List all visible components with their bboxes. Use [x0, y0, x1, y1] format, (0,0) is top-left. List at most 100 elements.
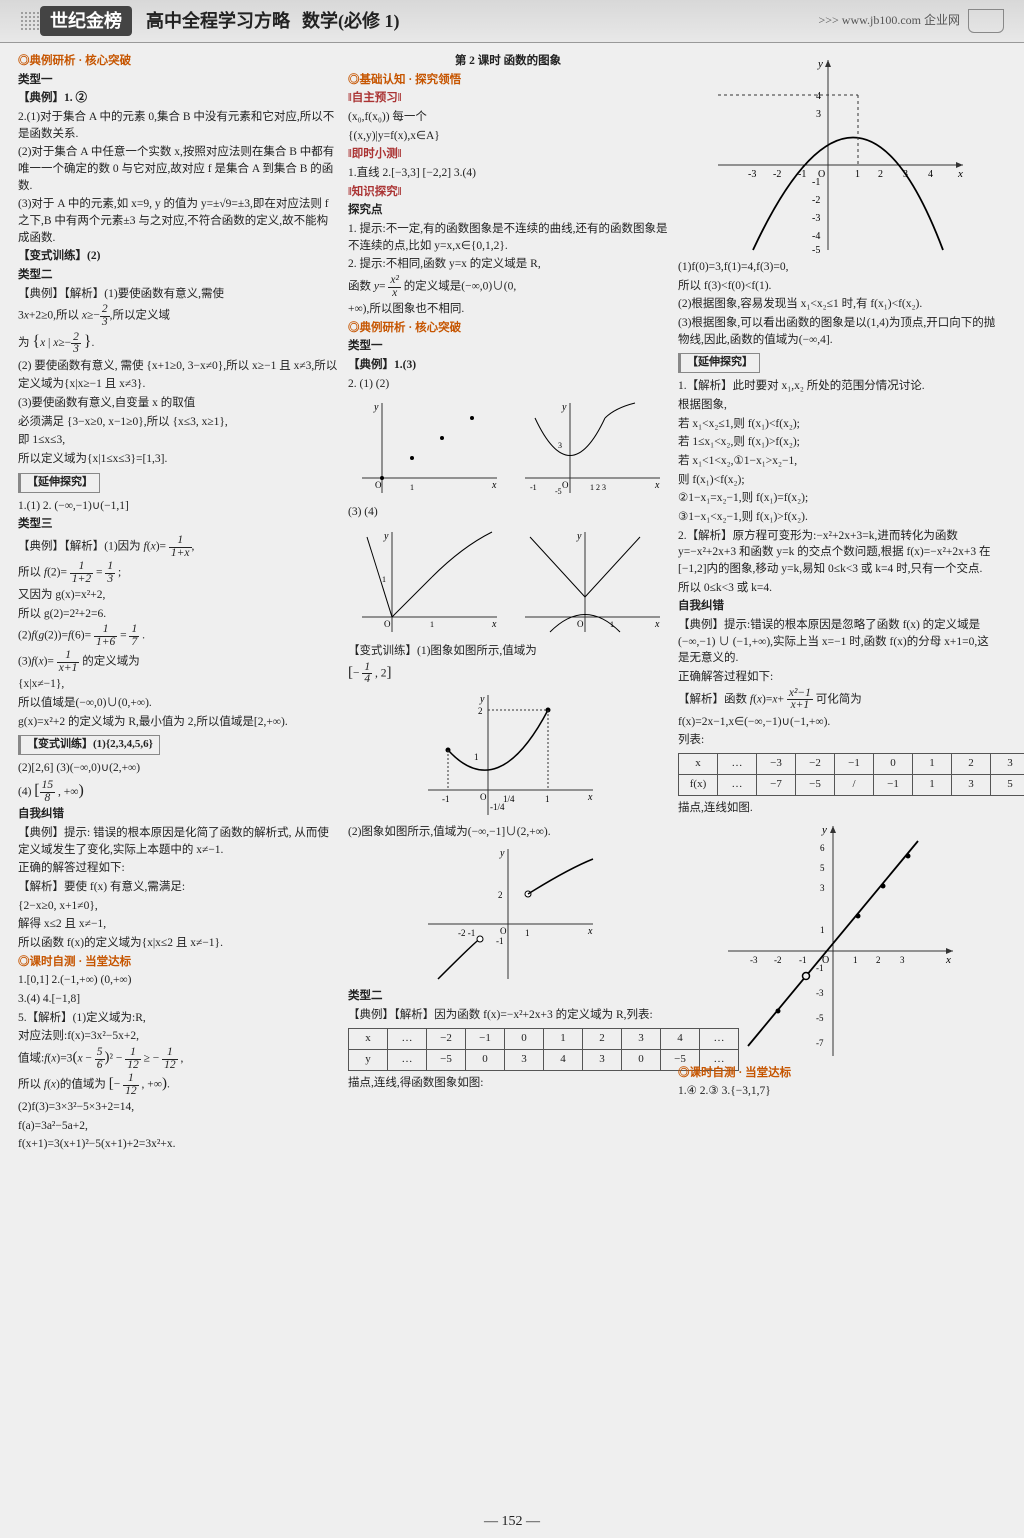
svg-text:y: y [817, 58, 823, 70]
svg-text:y: y [561, 402, 567, 413]
svg-text:-7: -7 [816, 1038, 824, 1048]
svg-text:-1: -1 [816, 963, 824, 973]
self-correct-label: 自我纠错 [18, 806, 338, 823]
body-text: 所以 f(x)的值域为 [− 112 , +∞). [18, 1073, 338, 1097]
svg-text:x: x [654, 480, 660, 491]
svg-text:-2: -2 [774, 955, 782, 965]
column-1: ◎典例研析 · 核心突破 类型一 【典例】1. ② 2.(1)对于集合 A 中的… [18, 51, 338, 1155]
svg-text:y: y [383, 531, 389, 542]
svg-text:O: O [577, 619, 584, 629]
svg-text:O: O [562, 480, 569, 490]
svg-text:3: 3 [903, 169, 908, 180]
data-table: x…−3−2−10123…f(x)…−7−5/−1135… [678, 753, 1024, 796]
answer-text: 1.[0,1] 2.(−1,+∞) (0,+∞) [18, 972, 338, 989]
svg-text:-4: -4 [812, 231, 820, 242]
variant-label: 【变式训练】(2) [18, 248, 338, 265]
svg-text:1: 1 [610, 620, 614, 629]
svg-text:O: O [500, 926, 507, 936]
body-text: 函数 y= x²x 的定义域是(−∞,0)∪(0, [348, 275, 668, 299]
body-text: (1)f(0)=3,f(1)=4,f(3)=0, [678, 259, 998, 276]
doc-title: 高中全程学习方略 [146, 8, 290, 34]
body-text: (3)根据图象,可以看出函数的图象是以(1,4)为顶点,开口向下的抛物线,因此,… [678, 315, 998, 348]
svg-text:y: y [499, 848, 505, 859]
body-text: (x₀,f(x₀)) 每一个 [348, 109, 668, 126]
svg-text:-1: -1 [799, 955, 807, 965]
svg-text:y: y [373, 402, 379, 413]
body-text: 【变式训练】(1)图象如图所示,值域为 [348, 643, 668, 660]
variant-label: 【变式训练】(1){2,3,4,5,6} [18, 735, 160, 755]
body-text: 5.【解析】(1)定义域为:R, [18, 1010, 338, 1027]
example-label: 【典例】1.(3) [348, 357, 668, 374]
body-text: 即 1≤x≤3, [18, 432, 338, 449]
svg-text:x: x [491, 619, 497, 630]
body-text: 所以 f(2)= 11+2 = 13 ; [18, 561, 338, 585]
svg-text:3: 3 [558, 441, 562, 450]
svg-text:x: x [587, 926, 593, 937]
svg-text:x: x [945, 954, 951, 966]
body-text: (2)图象如图所示,值域为(−∞,−1]∪(2,+∞). [348, 824, 668, 841]
body-text: (3)要使函数有意义,自变量 x 的取值 [18, 395, 338, 412]
body-text: 值域:f(x)=3(x − 56)² − 112 ≥ − 112 , [18, 1047, 338, 1071]
sub-heading: ‖自主预习‖ [348, 90, 668, 107]
svg-text:-5: -5 [816, 1013, 824, 1023]
svg-text:4: 4 [816, 91, 821, 102]
body-text: 【典例】【解析】(1)要使函数有意义,需使 [18, 286, 338, 303]
section-heading: ◎课时自测 · 当堂达标 [18, 954, 338, 971]
body-text: 1. 提示:不一定,有的函数图象是不连续的曲线,还有的函数图象是不连续的点,比如… [348, 221, 668, 254]
page: 世纪金榜 高中全程学习方略 数学(必修 1) >>> www.jb100.com… [0, 0, 1024, 1538]
body-text: (2)根据图象,容易发现当 x₁<x₂≤1 时,有 f(x₁)<f(x₂). [678, 296, 998, 313]
body-text: 若 x₁<1<x₂,①1−x₁>x₂−1, [678, 453, 998, 470]
header-url: >>> www.jb100.com 企业网 [818, 12, 960, 29]
svg-text:2: 2 [876, 955, 881, 965]
body-text: 定义域为{x|x≥−1 且 x≠3}. [18, 376, 338, 393]
svg-text:-2: -2 [773, 169, 781, 180]
body-text: 2. (1) (2) [348, 376, 668, 393]
body-text: 【典例】提示: 错误的根本原因是化简了函数的解析式, 从而使定义域发生了变化,实… [18, 825, 338, 858]
mini-graph-1: xyO1 [352, 398, 502, 498]
body-text: 若 x₁<x₂≤1,则 f(x₁)<f(x₂); [678, 416, 998, 433]
svg-text:-2 -1: -2 -1 [458, 928, 475, 938]
line-graph: xy O 123 -1-2-3 1356 -1-3-5-7 [718, 821, 958, 1061]
body-text: g(x)=x²+2 的定义域为 R,最小值为 2,所以值域是[2,+∞). [18, 714, 338, 731]
example-label: 【典例】1. ② [18, 90, 338, 107]
page-number: — 152 — [0, 1512, 1024, 1532]
svg-text:1: 1 [853, 955, 858, 965]
svg-text:O: O [480, 792, 487, 802]
svg-text:1/4: 1/4 [503, 794, 515, 804]
type-label: 类型二 [18, 267, 338, 284]
mini-graph-4: xyO1 [515, 527, 665, 637]
body-text: 正确解答过程如下: [678, 669, 998, 686]
body-text: 必须满足 {3−x≥0, x−1≥0},所以 {x≤3, x≥1}, [18, 414, 338, 431]
body-text: 2. 提示:不相同,函数 y=x 的定义域是 R, [348, 256, 668, 273]
body-text: 【解析】要使 f(x) 有意义,需满足: [18, 879, 338, 896]
svg-text:-3: -3 [816, 988, 824, 998]
svg-text:O: O [384, 619, 391, 629]
answer-text: 3.(4) 4.[−1,8] [18, 991, 338, 1008]
svg-text:x: x [957, 168, 963, 180]
body-text: (2)f(g(2))=f(6)= 11+6 = 17 . [18, 624, 338, 648]
label: 探究点 [348, 202, 668, 219]
columns: ◎典例研析 · 核心突破 类型一 【典例】1. ② 2.(1)对于集合 A 中的… [0, 43, 1024, 1155]
section-heading: ◎典例研析 · 核心突破 [18, 53, 338, 70]
parabola-graph: xy O 43 1234 -1-2-3 -1-2-3-4-5 [708, 55, 968, 255]
svg-text:-1: -1 [442, 794, 450, 804]
svg-text:1: 1 [410, 483, 414, 492]
svg-text:-3: -3 [750, 955, 758, 965]
body-text: {(x,y)|y=f(x),x∈A} [348, 128, 668, 145]
body-text: 2.【解析】原方程可变形为:−x²+2x+3=k,进而转化为函数 y=−x²+2… [678, 528, 998, 578]
dots-decoration [20, 11, 40, 31]
column-2: 第 2 课时 函数的图象 ◎基础认知 · 探究领悟 ‖自主预习‖ (x₀,f(x… [348, 51, 668, 1155]
svg-text:-2: -2 [812, 195, 820, 206]
mini-graph-3: xyO11 [352, 527, 502, 637]
svg-text:O: O [375, 480, 382, 490]
body-text: {x|x≠−1}, [18, 676, 338, 693]
column-3: xy O 43 1234 -1-2-3 -1-2-3-4-5 (1)f(0)=3… [678, 51, 998, 1155]
body-text: 为 {x | x≥−23 }. [18, 330, 338, 355]
body-text: 3x+2≥0,所以 x≥−23,所以定义域 [18, 304, 338, 328]
body-text: (2)[2,6] (3)(−∞,0)∪(2,+∞) [18, 760, 338, 777]
body-text: 1.【解析】此时要对 x₁,x₂ 所处的范围分情况讨论. [678, 378, 998, 395]
extend-label: 【延伸探究】 [18, 473, 100, 493]
body-text: (2) 要使函数有意义, 需使 {x+1≥0, 3−x≠0},所以 x≥−1 且… [18, 358, 338, 375]
body-text: {2−x≥0, x+1≠0}, [18, 898, 338, 915]
body-text: 列表: [678, 732, 998, 749]
